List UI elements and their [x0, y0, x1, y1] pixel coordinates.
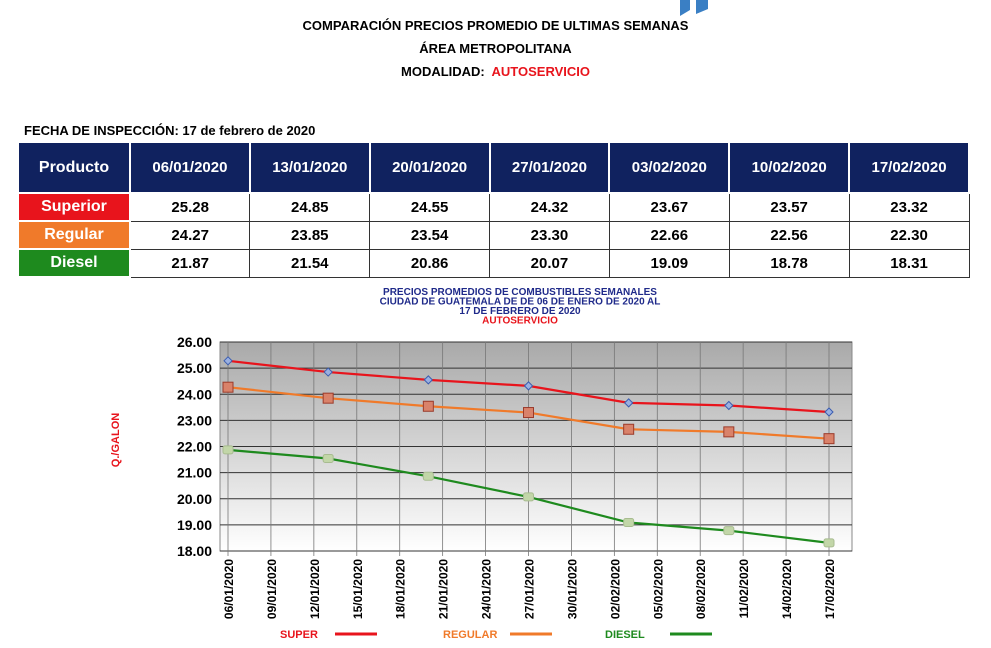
data-point-diesel: [222, 445, 234, 455]
x-tick-label: 14/02/2020: [780, 559, 794, 619]
price-cell: 24.27: [129, 220, 251, 250]
data-point-super: [423, 375, 434, 385]
chart-title-line: PRECIOS PROMEDIOS DE COMBUSTIBLES SEMANA…: [383, 287, 657, 298]
price-cell: 21.87: [129, 248, 251, 278]
chart-title-line: CIUDAD DE GUATEMALA DE DE 06 DE ENERO DE…: [380, 297, 661, 308]
data-point-regular: [222, 381, 234, 393]
data-point-diesel: [523, 492, 534, 502]
table-row: Regular 24.27 23.85 23.54 23.30 22.66 22.56 22.…: [17, 220, 970, 250]
x-tick-label: 24/01/2020: [480, 559, 494, 619]
price-cell: 18.31: [848, 248, 970, 278]
y-tick-label: 20.00: [177, 491, 212, 507]
price-cell: 22.56: [728, 220, 850, 250]
price-cell: 24.32: [489, 192, 610, 222]
price-cell: 23.30: [489, 220, 610, 250]
modalidad-value: AUTOSERVICIO: [491, 64, 590, 79]
column-header-date: 03/02/2020: [608, 141, 731, 194]
x-tick-label: 09/01/2020: [265, 559, 279, 619]
y-tick-label: 19.00: [177, 517, 212, 533]
product-cell: Regular: [17, 220, 131, 250]
legend-label: REGULAR: [443, 629, 497, 641]
column-header-date: 06/01/2020: [129, 141, 251, 194]
chart-title-line: 17 DE FEBRERO DE 2020: [459, 306, 581, 317]
data-point-super: [824, 407, 834, 417]
data-point-super: [323, 367, 333, 377]
y-tick-label: 25.00: [177, 360, 212, 376]
data-point-diesel: [823, 538, 835, 548]
data-point-regular: [623, 423, 635, 435]
price-cell: 24.55: [369, 192, 491, 222]
y-tick-label: 24.00: [177, 386, 212, 402]
data-point-diesel: [322, 454, 334, 464]
chart-title-mode: AUTOSERVICIO: [482, 316, 558, 327]
price-cell: 23.32: [848, 192, 970, 222]
y-tick-label: 22.00: [177, 439, 212, 455]
x-tick-label: 12/01/2020: [308, 559, 322, 619]
modalidad-label: MODALIDAD:: [401, 64, 485, 79]
table-header-row: Producto 06/01/2020 13/01/2020 20/01/2020 27…: [17, 141, 970, 194]
price-chart: PRECIOS PROMEDIOS DE COMBUSTIBLES SEMANA…: [110, 287, 853, 641]
y-axis-label: Q./GALON: [110, 413, 122, 467]
page-title: COMPARACIÓN PRECIOS PROMEDIO DE ULTIMAS …: [302, 18, 689, 33]
x-tick-label: 08/02/2020: [694, 559, 708, 619]
legend-label: DIESEL: [605, 629, 645, 641]
data-point-regular: [422, 400, 434, 412]
price-cell: 23.57: [728, 192, 850, 222]
column-header-date: 10/02/2020: [728, 141, 851, 194]
x-tick-label: 05/02/2020: [651, 559, 665, 619]
legend-label: SUPER: [280, 629, 318, 641]
data-point-super: [523, 381, 534, 391]
column-header-date: 13/01/2020: [248, 141, 371, 194]
x-tick-label: 30/01/2020: [565, 559, 579, 619]
x-tick-label: 02/02/2020: [608, 559, 622, 619]
data-point-super: [223, 356, 233, 366]
data-point-regular: [322, 392, 334, 404]
y-tick-label: 23.00: [177, 412, 212, 428]
x-tick-label: 18/01/2020: [394, 559, 408, 619]
x-tick-label: 17/02/2020: [823, 559, 837, 619]
y-tick-label: 26.00: [177, 334, 212, 350]
price-cell: 24.85: [249, 192, 371, 222]
price-cell: 20.07: [489, 248, 610, 278]
x-tick-label: 06/01/2020: [222, 559, 236, 619]
column-header-date: 17/02/2020: [848, 141, 970, 194]
x-tick-label: 27/01/2020: [523, 559, 537, 619]
column-header-date: 20/01/2020: [368, 141, 491, 194]
column-header-product: Producto: [17, 141, 131, 194]
x-tick-label: 15/01/2020: [351, 559, 365, 619]
y-tick-label: 21.00: [177, 465, 212, 481]
product-cell: Superior: [17, 192, 131, 222]
price-cell: 18.78: [728, 248, 850, 278]
price-cell: 23.85: [249, 220, 371, 250]
y-tick-label: 18.00: [177, 543, 212, 559]
price-cell: 22.30: [848, 220, 970, 250]
data-point-super: [623, 398, 634, 408]
price-cell: 21.54: [249, 248, 371, 278]
data-point-diesel: [723, 526, 735, 536]
price-cell: 22.66: [608, 220, 730, 250]
price-cell: 19.09: [608, 248, 730, 278]
column-header-date: 27/01/2020: [488, 141, 611, 194]
product-cell: Diesel: [17, 248, 131, 278]
x-tick-label: 11/02/2020: [737, 559, 751, 619]
data-point-regular: [823, 433, 835, 445]
table-row: Diesel 21.87 21.54 20.86 20.07 19.09 18.78 18.3…: [17, 248, 970, 278]
price-cell: 23.54: [369, 220, 491, 250]
price-cell: 23.67: [608, 192, 730, 222]
data-point-diesel: [422, 471, 434, 481]
data-point-super: [724, 400, 734, 411]
data-point-diesel: [623, 518, 635, 528]
modalidad: MODALIDAD: AUTOSERVICIO: [0, 64, 991, 79]
price-cell: 25.28: [129, 192, 251, 222]
data-point-regular: [723, 426, 735, 438]
table-row: Superior 25.28 24.85 24.55 24.32 23.67 23.57 23…: [17, 192, 970, 222]
inspection-date: FECHA DE INSPECCIÓN: 17 de febrero de 20…: [24, 123, 316, 138]
price-cell: 20.86: [369, 248, 491, 278]
page-subtitle: ÁREA METROPOLITANA: [419, 41, 572, 56]
x-tick-label: 21/01/2020: [437, 559, 451, 619]
prices-table: Producto 06/01/2020 13/01/2020 20/01/2020 27…: [17, 141, 970, 278]
logo-icon: [680, 0, 708, 16]
data-point-regular: [523, 407, 534, 419]
